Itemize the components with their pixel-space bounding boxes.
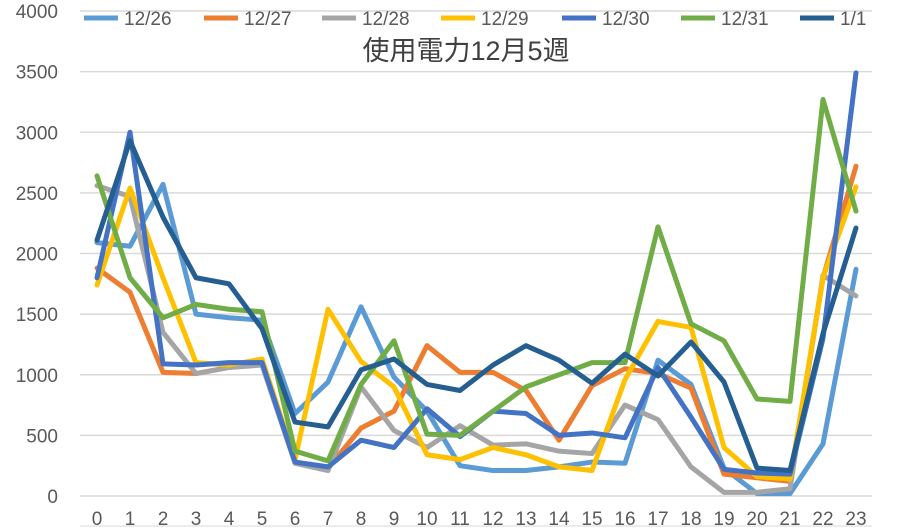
- x-tick-label: 22: [812, 509, 833, 530]
- series-line-12-28: [94, 183, 859, 495]
- legend-item: 12/26: [84, 9, 172, 30]
- x-tick-label: 14: [548, 509, 570, 530]
- x-tick-label: 13: [515, 509, 536, 530]
- series-line-1-1: [94, 138, 859, 474]
- y-tick-label: 2500: [16, 184, 58, 205]
- x-tick-label: 7: [323, 509, 334, 530]
- legend-label: 12/30: [602, 9, 650, 30]
- series-line-12-30: [94, 70, 859, 477]
- y-tick-label: 0: [47, 487, 58, 508]
- y-tick-label: 3500: [16, 63, 58, 84]
- y-tick-label: 1500: [16, 305, 58, 326]
- legend-label: 12/31: [721, 9, 769, 30]
- x-tick-label: 16: [614, 509, 635, 530]
- x-tick-label: 6: [290, 509, 301, 530]
- series-line-12-26: [94, 181, 859, 497]
- y-tick-label: 2000: [16, 245, 58, 266]
- legend-item: 12/28: [322, 9, 410, 30]
- x-tick-label: 9: [389, 509, 400, 530]
- legend-label: 1/1: [840, 9, 866, 30]
- x-tick-label: 21: [779, 509, 800, 530]
- x-tick-label: 2: [158, 509, 169, 530]
- legend-label: 12/27: [244, 9, 292, 30]
- x-tick-label: 0: [92, 509, 103, 530]
- legend-label: 12/26: [124, 9, 172, 30]
- series-lines: [94, 70, 859, 497]
- chart-title: 使用電力12月5週: [362, 36, 569, 66]
- legend-label: 12/29: [481, 9, 529, 30]
- legend-item: 12/31: [681, 9, 769, 30]
- x-tick-label: 12: [482, 509, 503, 530]
- legend: 12/26 12/27 12/28 12/29 12/30 12/31 1/1: [84, 9, 866, 30]
- x-tick-label: 23: [845, 509, 866, 530]
- x-tick-label: 10: [416, 509, 437, 530]
- series-line-12-31: [94, 97, 859, 464]
- x-tick-label: 11: [450, 509, 470, 530]
- legend-item: 1/1: [800, 9, 866, 30]
- x-tick-label: 5: [257, 509, 268, 530]
- gridlines: [80, 10, 872, 527]
- x-axis-ticks: 0 1 2 3 4 5 6 7 8 9 10 11 12 13 14 15 16 17 18 19 20 21 22 23: [92, 509, 867, 530]
- x-tick-label: 8: [356, 509, 367, 530]
- x-tick-label: 17: [647, 509, 668, 530]
- legend-item: 12/29: [441, 9, 529, 30]
- x-tick-label: 19: [713, 509, 734, 530]
- y-tick-label: 500: [26, 426, 58, 447]
- y-tick-label: 4000: [16, 2, 58, 23]
- legend-label: 12/28: [362, 9, 410, 30]
- y-axis-ticks: 0 500 1000 1500 2000 2500 3000 3500 4000: [16, 2, 58, 508]
- legend-item: 12/27: [204, 9, 292, 30]
- x-tick-label: 15: [581, 509, 602, 530]
- x-tick-label: 1: [125, 509, 136, 530]
- x-tick-label: 3: [191, 509, 202, 530]
- legend-item: 12/30: [562, 9, 650, 30]
- x-tick-label: 18: [680, 509, 701, 530]
- y-tick-label: 1000: [16, 366, 58, 387]
- x-tick-label: 20: [746, 509, 767, 530]
- y-tick-label: 3000: [16, 123, 58, 144]
- x-tick-label: 4: [224, 509, 235, 530]
